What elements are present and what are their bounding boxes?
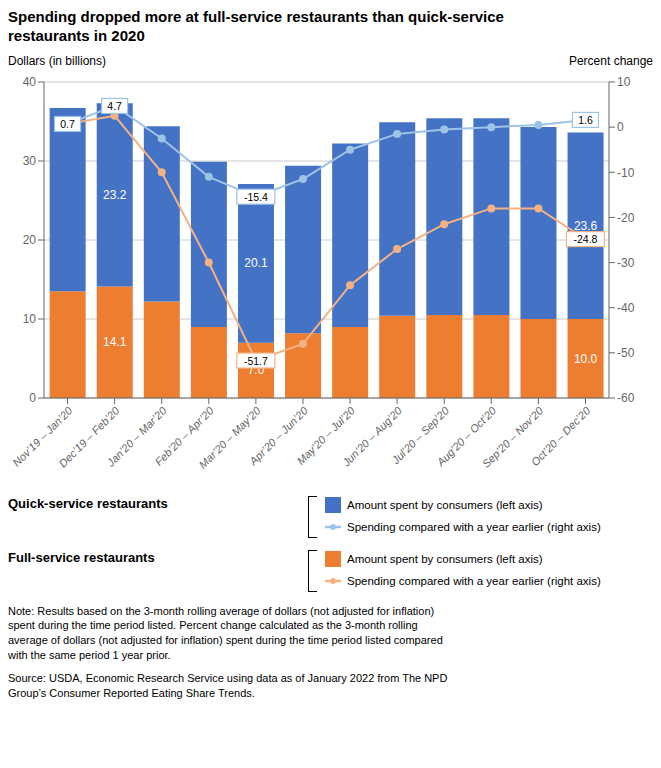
svg-text:Apr’20 – Jun’20: Apr’20 – Jun’20 — [247, 404, 310, 467]
svg-text:7.0: 7.0 — [247, 362, 265, 377]
svg-text:10: 10 — [23, 312, 37, 326]
svg-text:0: 0 — [29, 391, 36, 405]
svg-text:0: 0 — [617, 120, 624, 134]
svg-text:May’20 – Jul’20: May’20 – Jul’20 — [294, 404, 357, 467]
svg-text:-60: -60 — [617, 391, 635, 405]
svg-text:0.7: 0.7 — [60, 117, 75, 129]
svg-text:14.1: 14.1 — [103, 335, 127, 349]
svg-text:-51.7: -51.7 — [244, 354, 268, 366]
html-text:Spending compared with a year: Spending compared with a year earlier (r… — [347, 574, 601, 587]
svg-text:-20: -20 — [617, 210, 635, 224]
svg-text:Feb’20 – Apr’20: Feb’20 – Apr’20 — [152, 404, 216, 468]
html-text:Quick-service restaurants: Quick-service restaurants — [8, 495, 168, 511]
svg-text:23.6: 23.6 — [574, 218, 598, 232]
html-text:Spending dropped more at full-: Spending dropped more at full-service re… — [8, 8, 504, 44]
svg-text:Oct’20 – Dec’20: Oct’20 – Dec’20 — [529, 403, 593, 467]
svg-text:Jun’20 – Aug’20: Jun’20 – Aug’20 — [340, 404, 405, 468]
svg-text:Dec’19 – Feb’20: Dec’19 – Feb’20 — [56, 404, 122, 470]
svg-text:23.2: 23.2 — [103, 187, 127, 201]
svg-text:20: 20 — [23, 233, 37, 247]
svg-text:-10: -10 — [617, 165, 635, 179]
svg-text:10: 10 — [617, 75, 631, 89]
svg-text:Mar’20 – May’20: Mar’20 – May’20 — [196, 404, 263, 471]
svg-text:Jan’20 – Mar’20: Jan’20 – Mar’20 — [104, 404, 169, 469]
svg-text:10.0: 10.0 — [574, 351, 598, 365]
html-text:Note: Results based on the 3-m: Note: Results based on the 3-month rolli… — [8, 604, 443, 661]
html-text:Dollars (in billions): Dollars (in billions) — [8, 53, 106, 68]
html-text:Amount spent by consumers (lef: Amount spent by consumers (left axis) — [347, 498, 543, 511]
svg-text:-24.8: -24.8 — [573, 233, 597, 245]
svg-text:30: 30 — [23, 154, 37, 168]
html-text:Full-service restaurants: Full-service restaurants — [8, 549, 155, 565]
svg-text:-40: -40 — [617, 300, 635, 314]
svg-text:-15.4: -15.4 — [244, 190, 268, 202]
svg-text:-30: -30 — [617, 255, 635, 269]
svg-text:Aug’20 – Oct’20: Aug’20 – Oct’20 — [434, 404, 499, 468]
svg-text:Nov’19 – Jan’20: Nov’19 – Jan’20 — [10, 404, 75, 469]
html-text:Percent change: Percent change — [568, 53, 653, 68]
html-text:Source: USDA, Economic Researc: Source: USDA, Economic Research Service … — [8, 671, 448, 699]
svg-text:4.7: 4.7 — [107, 99, 122, 111]
svg-text:20.1: 20.1 — [244, 256, 268, 270]
svg-text:1.6: 1.6 — [578, 113, 593, 125]
svg-text:-50: -50 — [617, 346, 635, 360]
html-text:Spending compared with a year: Spending compared with a year earlier (r… — [347, 520, 601, 533]
svg-text:Jul’20 – Sep’20: Jul’20 – Sep’20 — [389, 404, 452, 466]
svg-text:Sep’20 – Nov’20: Sep’20 – Nov’20 — [479, 404, 546, 470]
html-text:Amount spent by consumers (lef: Amount spent by consumers (left axis) — [347, 552, 543, 565]
svg-text:40: 40 — [23, 75, 37, 89]
